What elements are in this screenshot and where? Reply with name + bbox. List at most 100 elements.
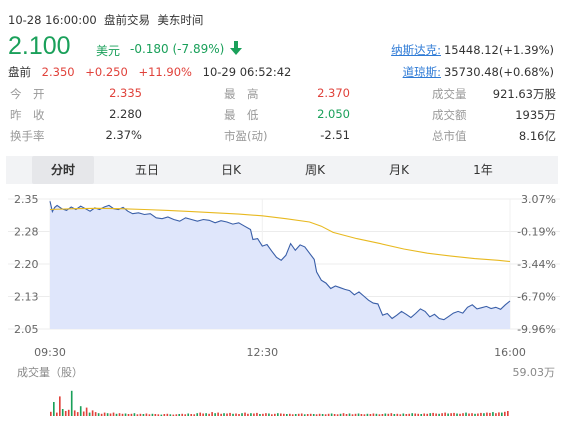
volume-bar: [426, 413, 429, 416]
down-arrow-icon: [230, 41, 242, 55]
volume-bar: [160, 414, 163, 416]
tab-daily-k[interactable]: 日K: [221, 163, 241, 177]
volume-bar: [321, 414, 324, 416]
average-price-line: [49, 207, 511, 263]
volume-bar: [375, 413, 378, 416]
volume-bar: [229, 412, 231, 416]
volume-bar: [241, 413, 243, 416]
volume-bar: [507, 411, 509, 416]
index-nasdaq-name[interactable]: 纳斯达克:: [391, 43, 441, 57]
tab-weekly-k[interactable]: 周K: [305, 163, 325, 177]
volume-bar: [456, 413, 458, 416]
volume-bar: [471, 413, 473, 416]
x-tick-label: 09:30: [34, 346, 66, 359]
x-axis-labels: 09:30 12:30 16:00: [34, 346, 526, 359]
tab-intraday[interactable]: 分时: [32, 156, 94, 184]
tab-monthly-k[interactable]: 月K: [389, 163, 409, 177]
volume-bars: [50, 390, 509, 416]
volume-bar: [97, 413, 100, 416]
pct-tick-label: -9.96%: [517, 323, 556, 336]
premarket-pct: +11.90%: [138, 65, 192, 79]
volume-bar: [486, 412, 488, 416]
volume-bar: [417, 413, 420, 416]
stat-label-pe: 市盈(动): [224, 129, 268, 143]
stat-label-high: 最 高: [224, 87, 259, 101]
volume-bar: [411, 413, 414, 416]
volume-bar: [289, 413, 291, 416]
volume-bar: [142, 414, 145, 416]
volume-label: 成交量（股）: [17, 365, 83, 379]
volume-bar: [112, 412, 115, 416]
stat-value-low: 2.050: [317, 107, 350, 121]
stat-value-pe: -2.51: [320, 128, 350, 142]
volume-bar: [477, 413, 479, 416]
volume-bar: [244, 412, 246, 416]
y-tick-label: 2.20: [14, 258, 39, 271]
volume-bar: [294, 414, 297, 416]
volume-bar: [333, 414, 336, 416]
volume-bar: [468, 413, 470, 416]
volume-bar: [199, 412, 202, 416]
volume-bar: [223, 413, 225, 416]
stat-label-low: 最 低: [224, 108, 259, 122]
volume-bar: [61, 409, 64, 416]
volume-bar: [235, 413, 237, 416]
volume-bar: [217, 412, 219, 416]
volume-bar: [351, 414, 354, 416]
volume-bar: [330, 413, 333, 416]
last-price: 2.100: [8, 32, 71, 60]
volume-bar: [396, 413, 399, 416]
index-nasdaq-value: 15448.12(+1.39%): [443, 43, 554, 57]
stat-label-turnover: 成交额: [432, 108, 467, 122]
volume-bar: [465, 412, 467, 416]
stat-label-turnover-rate: 换手率: [10, 129, 45, 143]
tab-5day[interactable]: 五日: [134, 163, 159, 177]
volume-bar: [73, 410, 76, 416]
volume-bar: [348, 413, 351, 416]
pct-axis-labels: 3.07% -0.19% -3.44% -6.70% -9.96%: [517, 193, 556, 336]
pct-tick-label: 3.07%: [521, 193, 556, 206]
volume-bar: [274, 413, 276, 416]
volume-bar: [85, 407, 88, 416]
volume-bar: [318, 413, 321, 416]
index-nasdaq[interactable]: 纳斯达克: 15448.12(+1.39%): [391, 42, 554, 58]
volume-bar: [300, 413, 303, 416]
volume-bar: [250, 413, 252, 416]
x-tick-label: 16:00: [494, 346, 526, 359]
price-area: [50, 201, 510, 329]
volume-bar: [82, 411, 85, 416]
volume-bar: [79, 406, 82, 416]
volume-bar: [435, 413, 437, 416]
volume-bar: [336, 414, 339, 416]
volume-bar: [214, 413, 216, 416]
volume-bar: [420, 414, 423, 416]
volume-bar: [238, 414, 240, 416]
index-dow[interactable]: 道琼斯: 35730.48(+0.68%): [403, 64, 554, 80]
volume-bar: [312, 414, 315, 416]
premarket-row: 盘前 2.350 +0.250 +11.90% 10-29 06:52:42: [8, 64, 298, 80]
stat-value-volume: 921.63万股: [492, 87, 556, 101]
volume-bar: [280, 413, 282, 416]
tab-1year[interactable]: 1年: [473, 163, 493, 177]
volume-bar: [70, 390, 73, 416]
stat-value-prev-close: 2.280: [109, 107, 142, 121]
volume-bar: [357, 413, 360, 416]
volume-bar: [450, 413, 452, 416]
volume-bar: [309, 413, 312, 416]
volume-bar: [327, 413, 330, 416]
volume-bar: [103, 412, 106, 416]
index-dow-name[interactable]: 道琼斯:: [402, 65, 441, 79]
volume-bar: [106, 413, 109, 416]
volume-bar: [405, 414, 408, 416]
volume-bar: [154, 414, 157, 416]
volume-bar: [157, 414, 160, 416]
volume-bar: [247, 413, 249, 416]
volume-bar: [489, 412, 491, 416]
volume-bar: [378, 414, 381, 416]
intraday-chart[interactable]: 2.35 2.28 2.20 2.13 2.05 3.07% -0.19% -3.44% -6…: [0, 186, 568, 425]
volume-bar: [453, 412, 455, 416]
volume-bar: [136, 414, 139, 416]
volume-max-label: 59.03万: [513, 366, 556, 379]
y-tick-label: 2.35: [14, 193, 39, 206]
volume-bar: [291, 414, 294, 416]
